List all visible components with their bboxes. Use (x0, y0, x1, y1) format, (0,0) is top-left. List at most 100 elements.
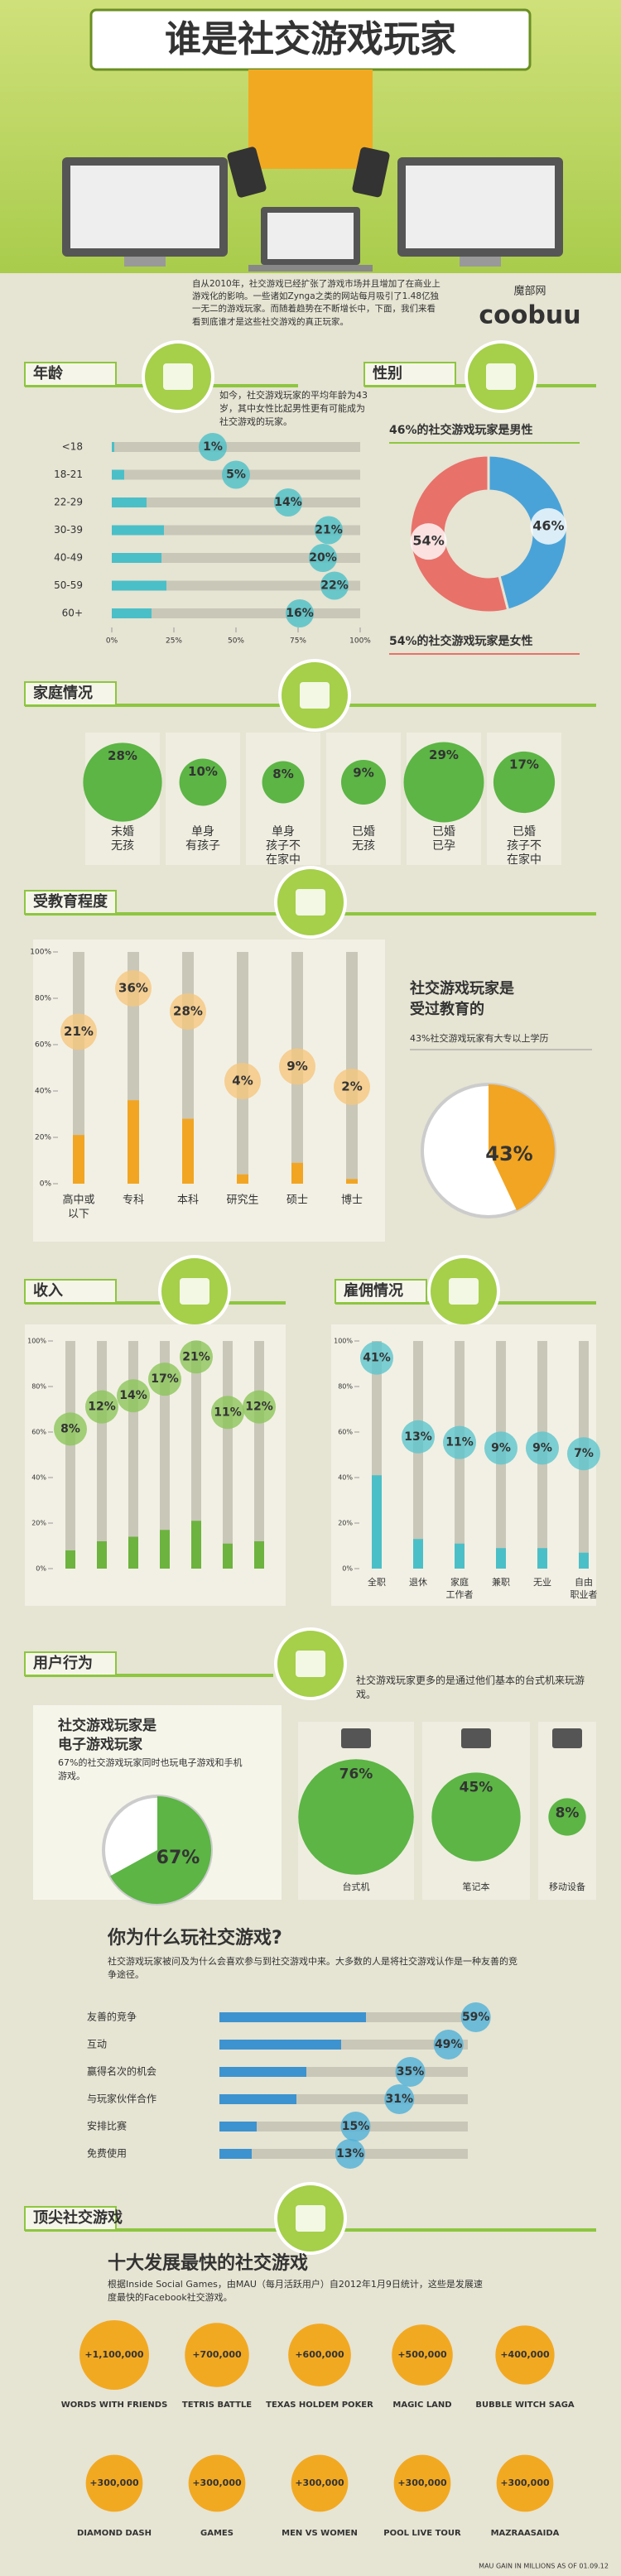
category-label: 已孕 (432, 839, 455, 853)
y-tick-label: 80% (35, 995, 51, 1003)
value-badge (224, 1063, 261, 1099)
category-label: BUBBLE WITCH SAGA (475, 2401, 575, 2410)
value-badge (484, 1431, 518, 1465)
value-badge (54, 1412, 87, 1446)
phones (227, 147, 390, 198)
family-circle (262, 761, 305, 804)
value-label: 14% (274, 496, 302, 509)
bar (191, 1521, 201, 1569)
x-tick-label: 100% (349, 637, 371, 646)
value-label: +300,000 (89, 2477, 139, 2488)
summary-text: 67%的社交游戏玩家同时也玩电子游戏和手机游戏。 (58, 1757, 243, 1781)
bar-track (254, 1341, 264, 1569)
family-circle (403, 742, 484, 823)
value-label: 36% (118, 981, 148, 996)
y-tick-label: 0% (36, 1565, 46, 1573)
value-label: 21% (315, 524, 343, 537)
games-title: 十大发展最快的社交游戏 (108, 2252, 308, 2274)
category-label: 无业 (533, 1577, 551, 1588)
bar-track (346, 952, 358, 1184)
value-label: +600,000 (295, 2349, 344, 2360)
game-circle (393, 2454, 451, 2512)
game-circle (291, 2454, 349, 2512)
game-circle (79, 2320, 149, 2390)
donut-segment (408, 454, 510, 614)
category-label: 博士 (341, 1194, 363, 1207)
category-label: 笔记本 (463, 1881, 490, 1892)
value-badge (443, 1425, 476, 1459)
bar (112, 469, 124, 480)
value-label: +1,100,000 (84, 2349, 143, 2360)
category-label: 有孩子 (185, 839, 220, 853)
bar (112, 525, 164, 536)
section-tab (24, 1279, 117, 1304)
y-tick-label: 60% (338, 1429, 353, 1436)
value-label: 15% (342, 2120, 370, 2133)
category-label: GAMES (200, 2529, 233, 2538)
category-label: 已婚 (513, 825, 536, 839)
y-tick-label: 40% (338, 1474, 353, 1482)
bar (413, 1539, 423, 1569)
value-badge (433, 2030, 464, 2059)
device-circle (548, 1798, 586, 1836)
category-label: 未婚 (111, 825, 134, 839)
section-heading: 用户行为 (33, 1654, 93, 1672)
summary-title: 电子游戏玩家 (58, 1736, 142, 1753)
value-label: 2% (341, 1079, 362, 1094)
value-label: +300,000 (295, 2477, 344, 2488)
pie-label: 67% (156, 1848, 200, 1868)
value-badge (360, 1341, 393, 1375)
note: MAU GAIN IN MILLIONS AS OF 01.09.12 (479, 2563, 609, 2570)
pie-wedge (110, 1796, 212, 1905)
value-badge (286, 599, 314, 627)
section-heading: 雇佣情况 (344, 1281, 403, 1300)
category-label: 移动设备 (549, 1881, 585, 1892)
value-label: 31% (386, 2093, 414, 2106)
value-badge (148, 1362, 181, 1396)
pie-wedge (489, 1084, 555, 1211)
bar (455, 1543, 465, 1569)
y-tick-label: 20% (338, 1520, 353, 1527)
section-tab (363, 362, 456, 387)
value-label: 11% (445, 1436, 474, 1449)
section-heading: 年龄 (33, 364, 64, 382)
monitor-right (397, 157, 563, 267)
bar (579, 1552, 589, 1569)
value-label: 8% (60, 1422, 80, 1435)
value-badge (460, 2002, 491, 2032)
section-heading: 性别 (373, 364, 402, 382)
category-label: 台式机 (343, 1881, 370, 1892)
y-tick-label: 20% (35, 1134, 51, 1142)
category-label: 硕士 (286, 1194, 308, 1207)
category-label: 与玩家伙伴合作 (87, 2093, 156, 2105)
section-heading: 收入 (33, 1281, 63, 1300)
family-circle (179, 758, 227, 806)
age-text: 如今，社交游戏玩家的平均年龄为43岁，其中女性比起男性更有可能成为社交游戏的玩家… (219, 390, 368, 427)
summary-title: 社交游戏玩家是 (410, 979, 514, 997)
category-label: 40-49 (54, 552, 83, 564)
bar (112, 608, 152, 618)
category-label: 互动 (87, 2039, 107, 2050)
value-label: 13% (336, 2147, 364, 2160)
category-label: 免费使用 (87, 2147, 127, 2160)
section-icon-glyph (449, 1278, 479, 1305)
bar (112, 580, 166, 591)
category-label: MAGIC LAND (392, 2401, 451, 2410)
value-label: +300,000 (192, 2477, 242, 2488)
bar (160, 1530, 170, 1569)
value-label: +700,000 (192, 2349, 242, 2360)
summary-title: 社交游戏玩家是 (57, 1717, 156, 1734)
logo-cn: 魔部网 (513, 286, 546, 298)
section-heading: 家庭情况 (33, 684, 93, 702)
bar (219, 2040, 341, 2050)
value-badge (60, 1013, 97, 1050)
value-label: 12% (245, 1401, 273, 1414)
value-badge (335, 2139, 365, 2169)
section-heading: 受教育程度 (33, 892, 108, 911)
value-badge (85, 1390, 118, 1424)
value-label: 7% (574, 1447, 594, 1460)
value-label: 59% (462, 2011, 490, 2024)
category-label: 单身 (272, 825, 295, 839)
category-label: TETRIS BATTLE (182, 2401, 252, 2410)
